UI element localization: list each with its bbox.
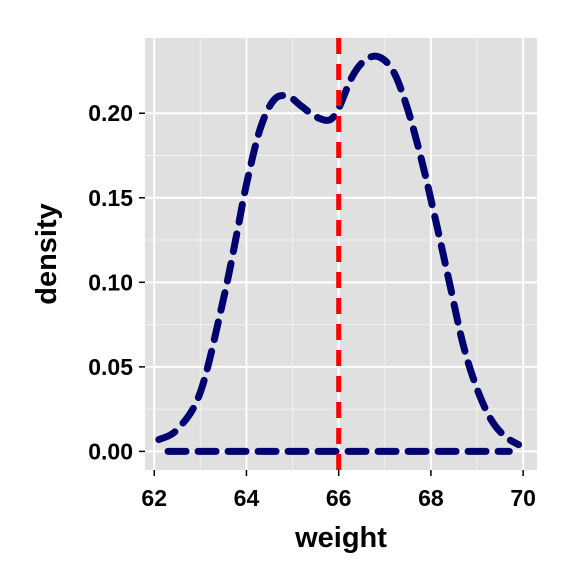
- y-axis-title: density: [31, 203, 63, 305]
- density-curve: [155, 52, 523, 449]
- x-tick-label: 68: [418, 485, 444, 511]
- y-tick-label: 0.10: [88, 269, 133, 295]
- series-layer: [155, 38, 523, 470]
- y-tick-label: 0.05: [88, 354, 133, 380]
- x-tick-label: 62: [141, 485, 167, 511]
- x-tick-label: 70: [510, 485, 536, 511]
- x-tick-label: 64: [234, 485, 260, 511]
- y-tick-label: 0.15: [88, 185, 133, 211]
- x-tick-label: 66: [326, 485, 352, 511]
- y-tick-label: 0.00: [88, 438, 133, 464]
- x-axis-title: weight: [294, 522, 387, 554]
- y-axis-ticks: 0.00 0.05 0.10 0.15 0.20: [88, 100, 145, 464]
- y-tick-label: 0.20: [88, 100, 133, 126]
- x-axis-ticks: 62 64 66 68 70: [141, 470, 536, 511]
